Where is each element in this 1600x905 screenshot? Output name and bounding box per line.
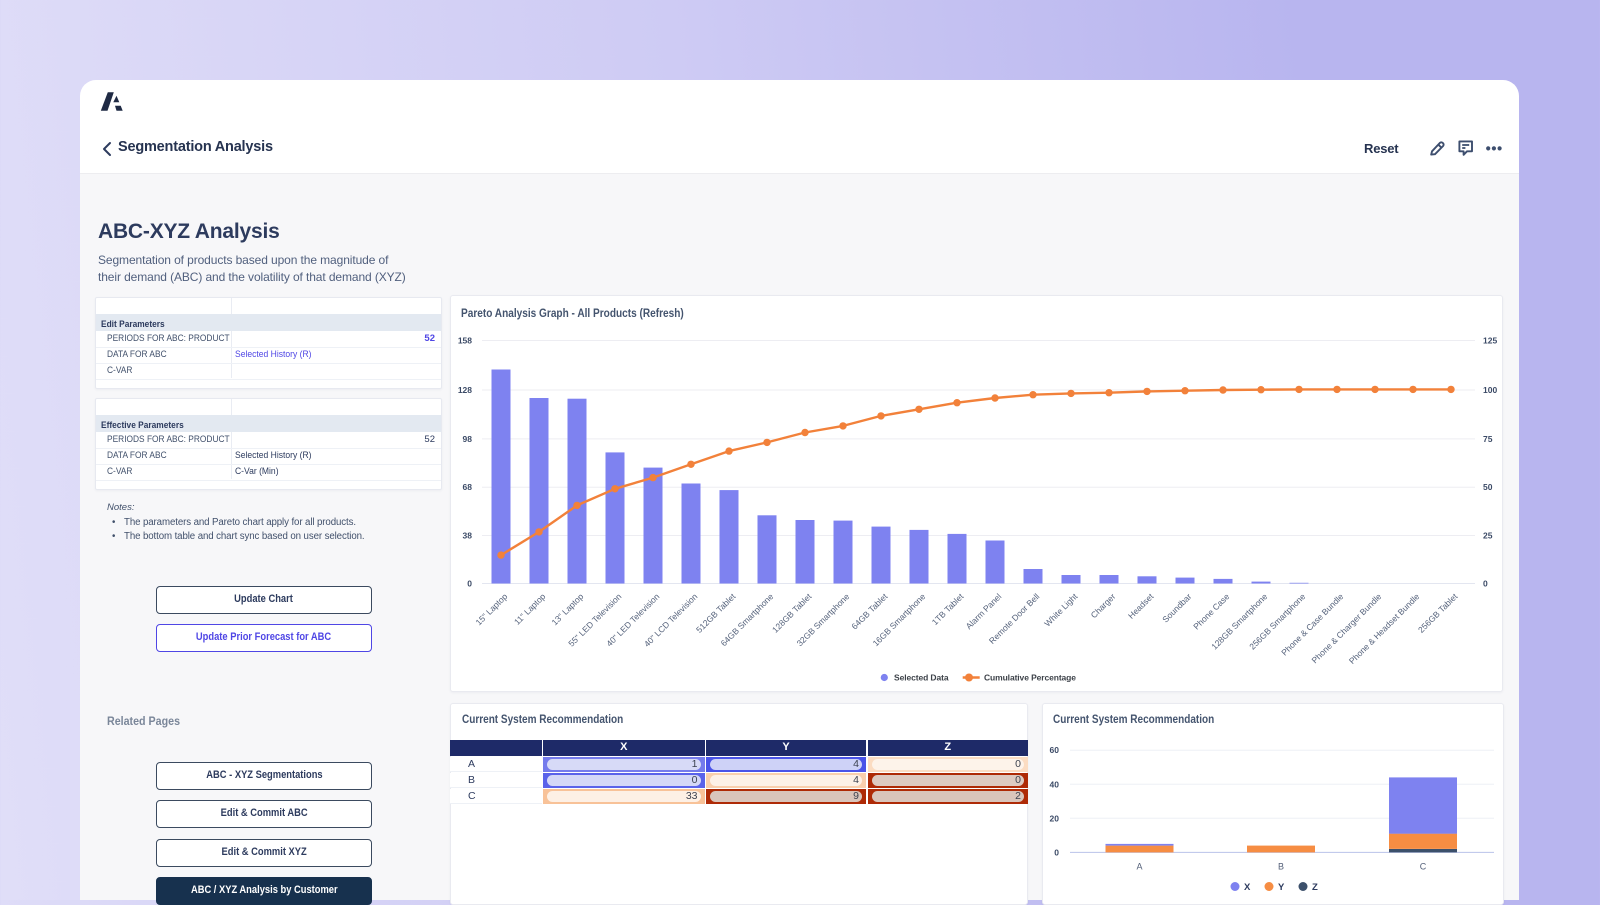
svg-text:Cumulative Percentage: Cumulative Percentage bbox=[984, 673, 1076, 683]
svg-text:0: 0 bbox=[467, 579, 472, 589]
svg-text:Selected Data: Selected Data bbox=[894, 673, 949, 683]
svg-text:A: A bbox=[1136, 861, 1142, 871]
svg-text:68: 68 bbox=[463, 482, 473, 492]
svg-text:1TB Tablet: 1TB Tablet bbox=[930, 591, 966, 627]
svg-text:Phone & Headset Bundle: Phone & Headset Bundle bbox=[1347, 591, 1422, 666]
svg-text:11" Laptop: 11" Laptop bbox=[512, 591, 548, 627]
svg-text:0: 0 bbox=[1483, 579, 1488, 589]
svg-text:Phone Case: Phone Case bbox=[1191, 591, 1231, 631]
svg-text:White Light: White Light bbox=[1042, 591, 1080, 629]
svg-text:125: 125 bbox=[1483, 336, 1497, 346]
svg-text:15" Laptop: 15" Laptop bbox=[473, 591, 509, 627]
svg-text:Soundbar: Soundbar bbox=[1160, 591, 1193, 624]
svg-text:Z: Z bbox=[1312, 882, 1318, 893]
svg-text:Y: Y bbox=[1278, 882, 1285, 893]
svg-text:256GB Tablet: 256GB Tablet bbox=[1416, 591, 1460, 635]
svg-text:128: 128 bbox=[458, 385, 472, 395]
svg-text:100: 100 bbox=[1483, 385, 1497, 395]
svg-text:Alarm Panel: Alarm Panel bbox=[964, 591, 1004, 631]
svg-text:64GB Tablet: 64GB Tablet bbox=[849, 591, 889, 631]
svg-text:50: 50 bbox=[1483, 482, 1493, 492]
svg-text:38: 38 bbox=[463, 531, 473, 541]
svg-text:13" Laptop: 13" Laptop bbox=[549, 591, 585, 627]
svg-text:C: C bbox=[1420, 861, 1427, 871]
svg-text:0: 0 bbox=[1054, 847, 1059, 857]
svg-text:98: 98 bbox=[463, 434, 473, 444]
svg-text:40: 40 bbox=[1050, 779, 1060, 789]
svg-text:B: B bbox=[1278, 861, 1284, 871]
svg-text:60: 60 bbox=[1050, 745, 1060, 755]
svg-text:Headset: Headset bbox=[1126, 591, 1156, 621]
svg-text:158: 158 bbox=[458, 336, 472, 346]
svg-text:Phone & Case Bundle: Phone & Case Bundle bbox=[1279, 591, 1345, 657]
svg-text:20: 20 bbox=[1050, 813, 1060, 823]
svg-text:75: 75 bbox=[1483, 434, 1493, 444]
svg-text:X: X bbox=[1244, 882, 1251, 893]
svg-text:25: 25 bbox=[1483, 531, 1493, 541]
svg-text:Charger: Charger bbox=[1089, 591, 1118, 620]
svg-text:Phone & Charger Bundle: Phone & Charger Bundle bbox=[1310, 591, 1384, 665]
